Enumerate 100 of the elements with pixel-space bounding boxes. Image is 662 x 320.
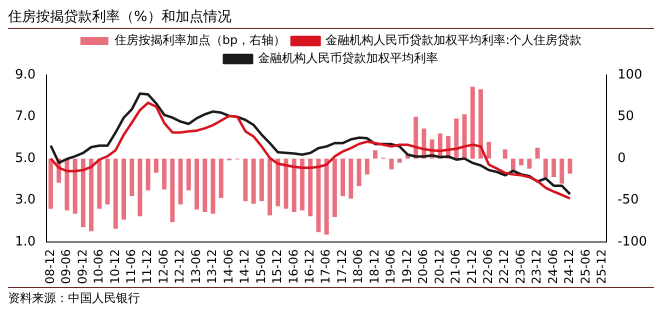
bar: [251, 158, 256, 204]
y2-tick-label: 50: [617, 109, 634, 124]
bar: [64, 158, 70, 210]
x-tick-label: 17-12: [334, 249, 349, 284]
bar: [324, 158, 329, 235]
bar: [519, 158, 524, 166]
bar: [218, 158, 224, 198]
bar: [130, 158, 134, 196]
bar: [276, 158, 280, 206]
bar: [72, 158, 78, 214]
bar: [348, 158, 354, 199]
y2-tick-label: 0: [617, 150, 626, 166]
x-tick-label: 17-06: [318, 249, 333, 284]
x-tick-label: 18-12: [367, 249, 382, 284]
x-tick-label: 20-06: [416, 249, 430, 284]
bar: [122, 158, 126, 220]
y2-tick-label: 100: [617, 67, 642, 82]
x-tick-label: 12-12: [172, 249, 187, 284]
bar: [97, 158, 102, 209]
x-tick-label: 22-12: [497, 249, 512, 284]
bar: [146, 158, 150, 190]
x-tick-label: 12-06: [156, 249, 170, 284]
bar: [89, 158, 94, 232]
x-tick-label: 10-12: [108, 249, 122, 284]
bar: [113, 158, 118, 229]
bar: [478, 89, 483, 159]
x-tick-label: 13-12: [205, 249, 220, 284]
x-tick-label: 15-12: [270, 249, 284, 284]
bar: [268, 158, 272, 216]
bar: [292, 158, 296, 212]
x-tick-label: 23-06: [513, 249, 528, 284]
x-tick-label: 16-12: [302, 249, 316, 284]
bar: [138, 158, 142, 216]
x-tick-label: 23-12: [530, 249, 544, 284]
legend-label: 金融机构人民币贷款加权平均利率:个人住房贷款: [326, 33, 582, 48]
bar: [527, 158, 532, 169]
y-tick-label: 1.0: [14, 234, 36, 250]
x-tick-label: 24-12: [562, 249, 576, 284]
x-tick-label: 24-06: [546, 249, 560, 284]
x-tick-label: 18-06: [351, 249, 366, 284]
y-tick-label: 3.0: [14, 192, 36, 208]
bar: [194, 158, 200, 210]
bar: [178, 158, 183, 205]
bar: [259, 158, 264, 202]
y-tick-label: 9.0: [14, 67, 36, 82]
chart-title: 住房按揭贷款利率（%）和加点情况: [8, 8, 654, 29]
bar: [340, 158, 346, 196]
bar: [300, 158, 304, 210]
x-tick-label: 13-06: [188, 249, 203, 284]
bar: [80, 158, 86, 228]
x-tick-label: 22-06: [480, 249, 495, 284]
bar: [162, 158, 167, 190]
bar: [364, 158, 370, 174]
bar: [154, 158, 158, 173]
legend-label: 住房按揭利率加点（bp，右轴）: [113, 33, 286, 48]
x-tick-label: 25-12: [594, 249, 609, 284]
bar: [308, 158, 313, 216]
bar: [389, 158, 394, 170]
bar: [454, 118, 459, 159]
bar: [202, 158, 208, 212]
y-tick-label: 5.0: [14, 150, 36, 166]
bar: [356, 158, 362, 186]
legend-label: 金融机构人民币贷款加权平均利率: [258, 51, 438, 66]
bar: [170, 158, 175, 222]
bar: [552, 158, 556, 177]
x-tick-label: 20-12: [432, 249, 446, 284]
bar: [48, 158, 53, 209]
bar: [186, 158, 191, 190]
bar: [373, 150, 378, 159]
x-tick-label: 21-12: [464, 249, 479, 284]
x-tick-label: 09-06: [59, 249, 74, 284]
y2-tick-label: -100: [617, 234, 648, 250]
bar: [535, 148, 540, 159]
bar: [332, 158, 337, 218]
bar: [560, 158, 564, 184]
x-tick-label: 11-12: [140, 249, 154, 284]
x-tick-label: 19-06: [384, 249, 398, 284]
x-tick-label: 10-06: [92, 249, 106, 284]
x-tick-label: 15-06: [254, 249, 268, 284]
x-tick-label: 14-12: [238, 249, 252, 284]
x-tick-label: 11-06: [124, 249, 138, 284]
x-tick-label: 14-06: [221, 249, 236, 284]
x-tick-label: 25-06: [578, 249, 592, 284]
bar: [105, 158, 110, 205]
x-tick-label: 09-12: [75, 249, 90, 284]
y-tick-label: 7.0: [14, 109, 36, 124]
bar: [502, 149, 508, 159]
bar: [568, 158, 572, 174]
y2-tick-label: -50: [617, 192, 639, 208]
bar: [543, 158, 548, 178]
bar: [397, 158, 402, 163]
bar: [486, 142, 492, 159]
x-tick-label: 16-06: [286, 249, 300, 284]
bar: [470, 86, 475, 159]
x-tick-label: 21-06: [448, 249, 463, 284]
bar: [243, 158, 248, 202]
x-tick-label: 08-12: [42, 249, 57, 284]
bar: [316, 158, 321, 232]
x-tick-label: 19-12: [400, 249, 414, 284]
text: 资料来源：中国人民银行: [8, 287, 654, 307]
